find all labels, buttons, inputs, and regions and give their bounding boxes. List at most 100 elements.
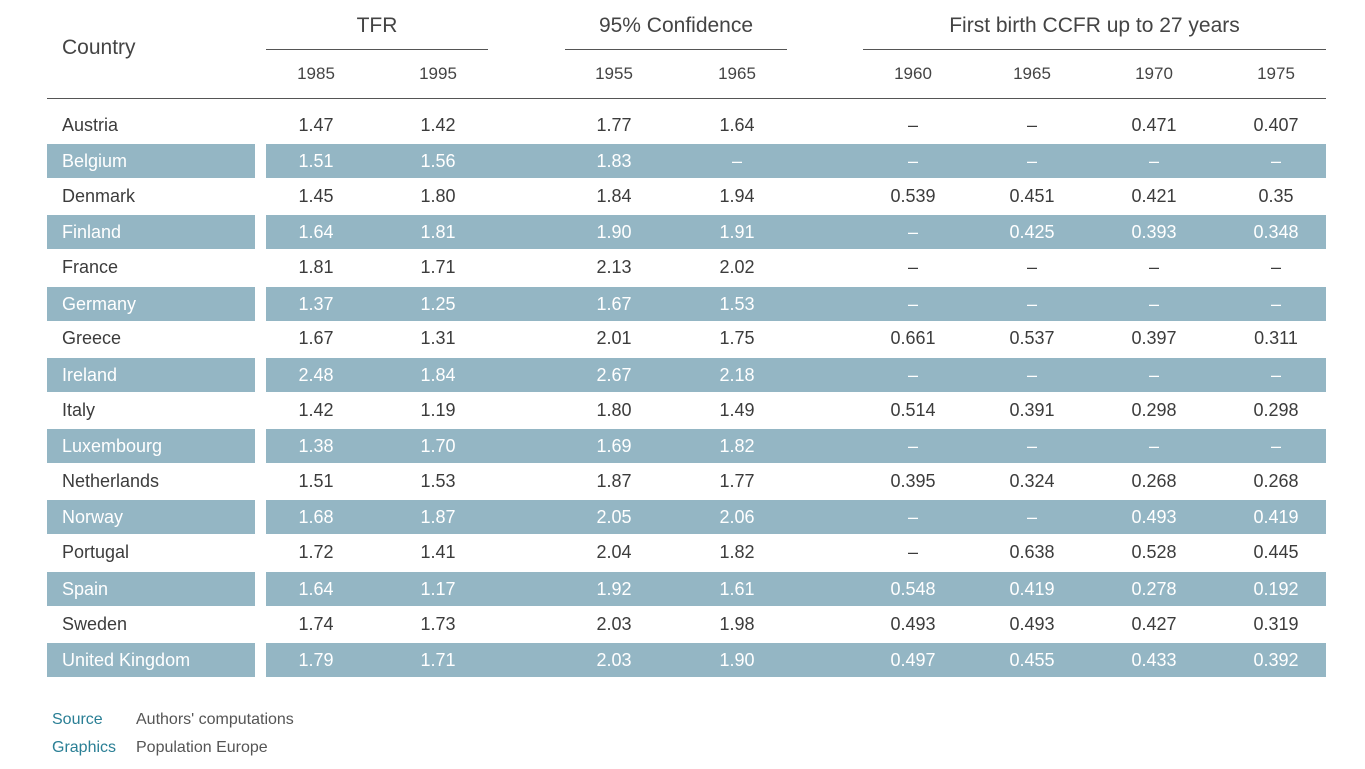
row-band-country	[47, 643, 255, 677]
value-cell-tfr-1985: 1.47	[298, 115, 334, 135]
country-cell: Greece	[62, 328, 122, 348]
value-cell-ccfr-1960: –	[907, 222, 918, 242]
value-cell-ccfr-1960: –	[907, 151, 918, 171]
value-cell-confidence-1965: 1.90	[719, 650, 755, 670]
value-cell-ccfr-1965: 0.425	[1009, 222, 1055, 242]
source-label: Source	[52, 711, 103, 728]
source-note: Source Authors' computations	[52, 711, 294, 729]
row-band-data	[266, 287, 1326, 321]
value-cell-ccfr-1960: –	[907, 257, 918, 277]
value-cell-ccfr-1975: 0.298	[1253, 400, 1299, 420]
country-cell: Finland	[62, 222, 122, 242]
value-cell-ccfr-1965: 0.324	[1009, 471, 1055, 491]
value-cell-tfr-1985: 1.42	[298, 400, 334, 420]
row-band-data	[266, 358, 1326, 392]
value-cell-tfr-1985: 1.51	[298, 471, 334, 491]
value-cell-tfr-1995: 1.31	[420, 328, 456, 348]
table-row: France 1.81 1.71 2.13 2.02 – – – –	[0, 250, 1365, 284]
value-cell-ccfr-1960: 0.548	[890, 579, 936, 599]
value-cell-tfr-1995: 1.42	[420, 115, 456, 135]
value-cell-ccfr-1975: 0.192	[1253, 579, 1299, 599]
ccfr-year-1965-header: 1965	[1013, 64, 1051, 83]
row-band-country	[47, 500, 255, 534]
value-cell-tfr-1995: 1.81	[420, 222, 456, 242]
value-cell-confidence-1955: 2.67	[596, 365, 632, 385]
value-cell-ccfr-1975: 0.392	[1253, 650, 1299, 670]
value-cell-tfr-1995: 1.17	[420, 579, 456, 599]
country-cell: France	[62, 257, 119, 277]
value-cell-ccfr-1960: 0.395	[890, 471, 936, 491]
value-cell-confidence-1965: 2.06	[719, 507, 755, 527]
value-cell-ccfr-1975: 0.407	[1253, 115, 1299, 135]
value-cell-confidence-1955: 2.01	[596, 328, 632, 348]
table-row: Sweden 1.74 1.73 2.03 1.98 0.493 0.493 0.427 0.3…	[0, 607, 1365, 641]
country-column-header: Country	[62, 36, 136, 59]
value-cell-tfr-1985: 1.64	[298, 222, 334, 242]
value-cell-ccfr-1965: –	[1026, 257, 1037, 277]
value-cell-ccfr-1975: 0.268	[1253, 471, 1299, 491]
source-value: Authors' computations	[136, 711, 294, 728]
value-cell-ccfr-1960: 0.497	[890, 650, 936, 670]
row-band-data	[266, 572, 1326, 606]
value-cell-ccfr-1965: –	[1026, 115, 1037, 135]
value-cell-ccfr-1970: –	[1148, 257, 1159, 277]
value-cell-tfr-1985: 1.79	[298, 650, 334, 670]
country-cell: Austria	[62, 115, 119, 135]
row-band-country	[47, 358, 255, 392]
value-cell-tfr-1995: 1.41	[420, 542, 456, 562]
value-cell-ccfr-1970: 0.471	[1131, 115, 1177, 135]
value-cell-confidence-1955: 2.04	[596, 542, 632, 562]
value-cell-ccfr-1975: –	[1270, 365, 1281, 385]
value-cell-ccfr-1960: –	[907, 365, 918, 385]
value-cell-ccfr-1960: 0.539	[890, 186, 936, 206]
value-cell-ccfr-1965: –	[1026, 507, 1037, 527]
value-cell-ccfr-1975: –	[1270, 151, 1281, 171]
tfr-group-rule	[266, 49, 488, 50]
value-cell-tfr-1985: 1.67	[298, 328, 334, 348]
tfr-year-1985-header: 1985	[297, 64, 335, 83]
value-cell-confidence-1955: 2.03	[596, 650, 632, 670]
value-cell-ccfr-1970: 0.393	[1131, 222, 1177, 242]
value-cell-confidence-1965: 1.64	[719, 115, 755, 135]
value-cell-ccfr-1970: 0.421	[1131, 186, 1177, 206]
value-cell-tfr-1985: 1.38	[298, 436, 334, 456]
value-cell-ccfr-1960: 0.514	[890, 400, 936, 420]
value-cell-ccfr-1970: 0.278	[1131, 579, 1177, 599]
value-cell-ccfr-1975: 0.319	[1253, 614, 1299, 634]
value-cell-confidence-1965: 1.49	[719, 400, 755, 420]
row-band-data	[266, 144, 1326, 178]
value-cell-confidence-1955: 1.87	[596, 471, 632, 491]
value-cell-ccfr-1960: –	[907, 542, 918, 562]
value-cell-confidence-1955: 1.77	[596, 115, 632, 135]
row-band-country	[47, 429, 255, 463]
graphics-label: Graphics	[52, 739, 117, 756]
value-cell-ccfr-1975: –	[1270, 294, 1281, 314]
table-row: Belgium 1.51 1.56 1.83 – – – – –	[0, 144, 1365, 178]
value-cell-ccfr-1975: 0.419	[1253, 507, 1299, 527]
ccfr-group-rule	[863, 49, 1326, 50]
value-cell-ccfr-1965: –	[1026, 436, 1037, 456]
confidence-group-rule	[565, 49, 787, 50]
value-cell-tfr-1985: 2.48	[298, 365, 334, 385]
value-cell-confidence-1965: 1.82	[719, 436, 755, 456]
row-band-data	[266, 500, 1326, 534]
ccfr-group-header: First birth CCFR up to 27 years	[949, 14, 1240, 37]
ccfr-year-1960-header: 1960	[894, 64, 932, 83]
confidence-year-1965-header: 1965	[718, 64, 756, 83]
value-cell-tfr-1995: 1.80	[420, 186, 456, 206]
value-cell-confidence-1955: 1.67	[596, 294, 632, 314]
value-cell-ccfr-1975: 0.445	[1253, 542, 1299, 562]
value-cell-confidence-1955: 2.05	[596, 507, 632, 527]
value-cell-tfr-1985: 1.68	[298, 507, 334, 527]
country-cell: Netherlands	[62, 471, 160, 491]
value-cell-ccfr-1965: 0.419	[1009, 579, 1055, 599]
value-cell-confidence-1955: 2.03	[596, 614, 632, 634]
value-cell-confidence-1955: 1.92	[596, 579, 632, 599]
value-cell-ccfr-1965: –	[1026, 365, 1037, 385]
value-cell-tfr-1995: 1.73	[420, 614, 456, 634]
country-cell: Sweden	[62, 614, 128, 634]
table-row: Ireland 2.48 1.84 2.67 2.18 – – – –	[0, 358, 1365, 392]
value-cell-confidence-1955: 1.84	[596, 186, 632, 206]
row-band-country	[47, 572, 255, 606]
value-cell-ccfr-1965: 0.451	[1009, 186, 1055, 206]
